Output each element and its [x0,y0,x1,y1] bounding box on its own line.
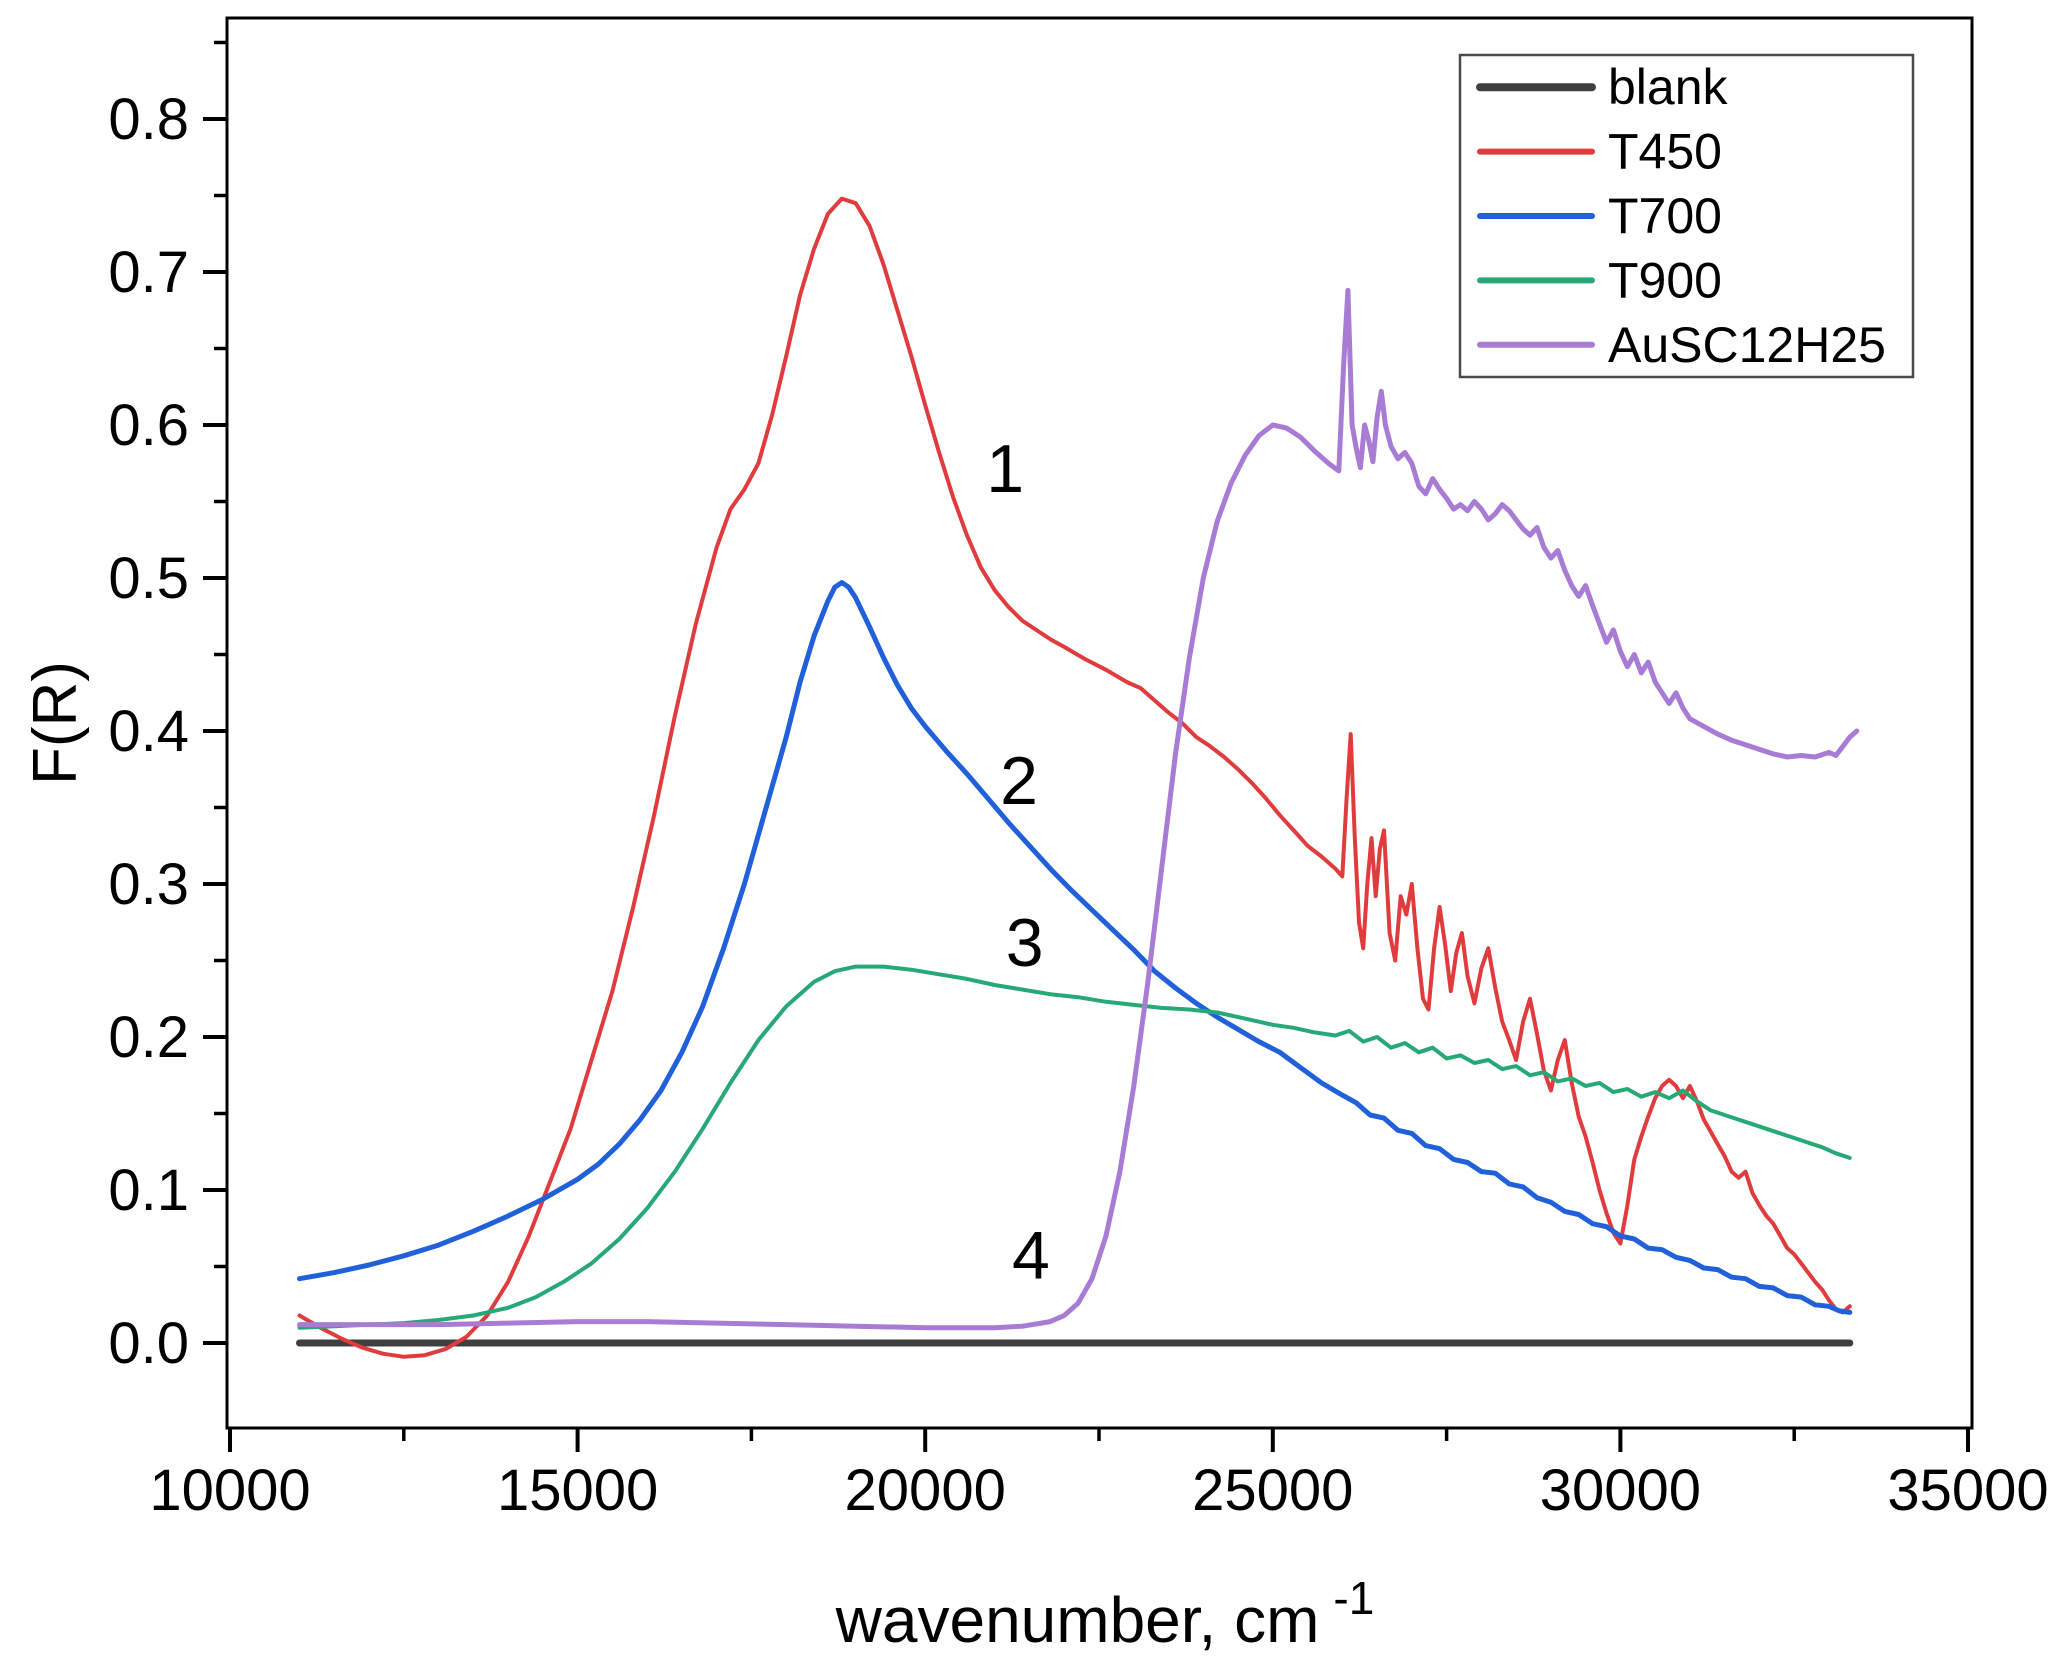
legend: blank T450 T700 T900 AuSC12H25 [1458,53,1915,379]
x-tick-label: 10000 [149,1458,310,1523]
y-axis-title: F(R) [21,661,90,785]
x-axis-title: wavenumber, cm -1 [835,1572,1375,1656]
curve-label-4: 4 [1012,1217,1050,1293]
series-group [296,196,1860,1359]
series-AuSC12H25 [297,287,1860,1331]
y-tick-label: 0.6 [108,393,189,458]
y-tick-label: 0.2 [108,1005,189,1070]
x-axis-title-text: wavenumber, cm [835,1584,1320,1656]
legend-label-T450: T450 [1608,124,1722,180]
legend-label-T700: T700 [1608,188,1722,244]
curve-label-3: 3 [1006,905,1044,981]
x-tick-label: 25000 [1192,1458,1353,1523]
x-axis: 10000 15000 20000 25000 30000 35000 [149,1428,2049,1523]
y-tick-label: 0.0 [108,1311,189,1376]
y-tick-label: 0.7 [108,240,189,305]
x-tick-label: 35000 [1887,1458,2048,1523]
legend-label-T900: T900 [1608,252,1722,308]
series-T450 [297,196,1852,1359]
y-tick-label: 0.1 [108,1158,189,1223]
y-tick-label: 0.8 [108,87,189,152]
series-T700 [297,580,1853,1315]
plot-frame [225,16,1974,1430]
plot-area: 10000 15000 20000 25000 30000 350000.00.10.20… [108,16,2049,1523]
x-axis-title-superscript: -1 [1333,1572,1374,1624]
curve-label-1: 1 [986,431,1024,507]
x-tick-label: 30000 [1540,1458,1701,1523]
legend-label-blank: blank [1608,59,1729,115]
curve-label-2: 2 [1000,743,1038,819]
y-tick-label: 0.4 [108,699,189,764]
y-tick-label: 0.3 [108,852,189,917]
legend-label-AuSC12H25: AuSC12H25 [1608,317,1886,373]
x-tick-label: 15000 [497,1458,658,1523]
y-tick-label: 0.5 [108,546,189,611]
series-T900 [297,964,1852,1330]
x-tick-label: 20000 [845,1458,1006,1523]
y-axis: 0.0 0.1 0.2 0.3 0.4 0.5 0.6 0.7 0.8 [108,40,227,1376]
legend-box [1458,53,1915,379]
